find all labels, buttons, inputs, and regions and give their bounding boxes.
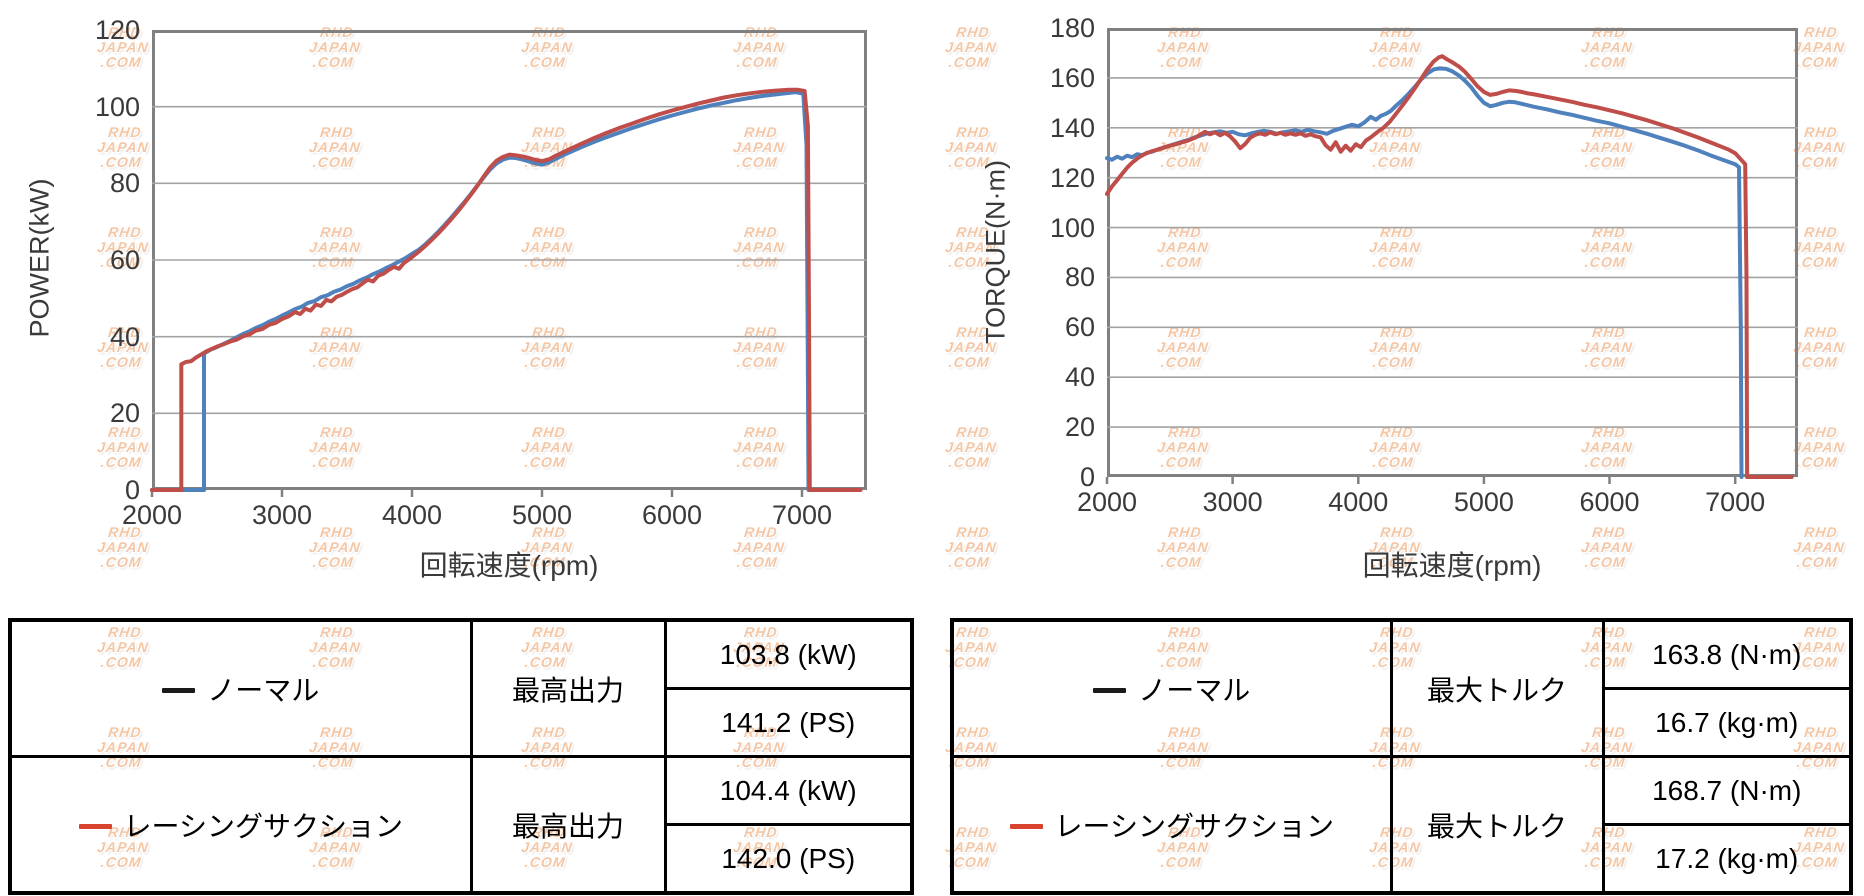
x-tick-label: 4000 bbox=[381, 500, 443, 530]
x-tick-label: 4000 bbox=[1328, 487, 1389, 517]
watermark: RHD JAPAN .COM bbox=[1792, 524, 1846, 570]
watermark: RHD JAPAN .COM bbox=[1156, 524, 1210, 570]
x-tick-label: 7000 bbox=[1705, 487, 1766, 517]
value-cell: 163.8 (N·m) bbox=[1601, 618, 1853, 690]
legend-label-normal: ノーマル bbox=[1138, 674, 1251, 706]
value-cell: 104.4 (kW) bbox=[663, 755, 914, 826]
x-tick-label: 2000 bbox=[121, 500, 183, 530]
x-tick-label: 6000 bbox=[1579, 487, 1640, 517]
table-row: 16.7 (kg·m) bbox=[952, 687, 1853, 758]
y-tick-label: 100 bbox=[94, 91, 140, 122]
racing-line-swatch bbox=[1009, 823, 1043, 829]
x-tick-label: 2000 bbox=[1076, 487, 1138, 517]
y-tick-label: 60 bbox=[109, 245, 140, 275]
value-cell: 16.7 (kg·m) bbox=[1601, 687, 1853, 758]
y-tick-label: 120 bbox=[94, 15, 140, 45]
table-row: ノーマル 最高出力 103.8 (kW) bbox=[8, 618, 914, 758]
torque-plot-area bbox=[1105, 28, 1798, 484]
y-tick-label: 180 bbox=[1049, 13, 1095, 43]
watermark: RHD JAPAN .COM bbox=[1580, 524, 1634, 570]
power-spec-table: ノーマル 最高出力 103.8 (kW) 141.2 (PS) レーシングサクシ… bbox=[8, 618, 914, 895]
torque-spec-table: ノーマル 最大トルク 163.8 (N·m) 16.7 (kg·m) レーシング… bbox=[950, 618, 1853, 895]
power-plot-area bbox=[150, 30, 867, 497]
watermark: RHD JAPAN .COM bbox=[308, 524, 362, 570]
y-tick-label: 120 bbox=[1049, 162, 1095, 193]
x-tick-label: 7000 bbox=[771, 500, 833, 530]
normal-line-swatch bbox=[1093, 687, 1127, 693]
legend-label-normal: ノーマル bbox=[207, 674, 320, 706]
x-tick-label: 3000 bbox=[1202, 487, 1263, 517]
table-row: 141.2 (PS) bbox=[10, 687, 914, 758]
y-tick-label: 100 bbox=[1049, 212, 1095, 243]
table-row: 142.0 (PS) bbox=[10, 823, 914, 895]
value-cell: 142.0 (PS) bbox=[663, 823, 914, 895]
legend-cell-normal: ノーマル bbox=[8, 618, 473, 758]
table-row: 17.2 (kg·m) bbox=[952, 823, 1853, 895]
metric-cell: 最高出力 bbox=[469, 755, 667, 895]
y-tick-label: 60 bbox=[1064, 312, 1095, 343]
watermark: RHD JAPAN .COM bbox=[732, 524, 786, 570]
legend-cell-racing: レーシングサクション bbox=[8, 755, 473, 895]
y-tick-label: 80 bbox=[1064, 262, 1095, 293]
x-tick-label: 5000 bbox=[511, 500, 573, 530]
y-tick-label: 80 bbox=[109, 168, 140, 199]
x-tick-label: 5000 bbox=[1453, 487, 1514, 517]
normal-line-swatch bbox=[162, 687, 196, 693]
legend-label-racing: レーシングサクション bbox=[123, 810, 403, 842]
y-tick-label: 160 bbox=[1049, 62, 1095, 93]
x-tick-label: 3000 bbox=[251, 500, 313, 530]
y-tick-label: 0 bbox=[1079, 462, 1095, 492]
metric-cell: 最高出力 bbox=[469, 618, 667, 758]
table-row: レーシングサクション 最大トルク 168.7 (N·m) bbox=[950, 755, 1853, 895]
legend-cell-racing: レーシングサクション bbox=[950, 755, 1393, 895]
value-cell: 168.7 (N·m) bbox=[1601, 755, 1853, 826]
y-tick-label: 20 bbox=[1064, 412, 1095, 443]
x-tick-label: 6000 bbox=[641, 500, 703, 530]
y-tick-label: 20 bbox=[109, 398, 140, 429]
y-tick-label: 140 bbox=[1049, 112, 1095, 143]
y-tick-label: 40 bbox=[109, 321, 140, 352]
value-cell: 103.8 (kW) bbox=[663, 618, 914, 690]
torque-x-axis-title: 回転速度(rpm) bbox=[1362, 550, 1542, 581]
watermark: RHD JAPAN .COM bbox=[944, 524, 998, 570]
legend-label-racing: レーシングサクション bbox=[1054, 810, 1334, 842]
value-cell: 17.2 (kg·m) bbox=[1601, 823, 1853, 895]
metric-cell: 最大トルク bbox=[1389, 755, 1605, 895]
y-tick-label: 40 bbox=[1064, 362, 1095, 393]
watermark: RHD JAPAN .COM bbox=[96, 524, 150, 570]
table-row: レーシングサクション 最高出力 104.4 (kW) bbox=[8, 755, 914, 895]
table-row: ノーマル 最大トルク 163.8 (N·m) bbox=[950, 618, 1853, 758]
value-cell: 141.2 (PS) bbox=[663, 687, 914, 758]
y-tick-label: 0 bbox=[124, 475, 140, 505]
racing-line-swatch bbox=[78, 823, 112, 829]
power-x-axis-title: 回転速度(rpm) bbox=[419, 550, 599, 581]
legend-cell-normal: ノーマル bbox=[950, 618, 1393, 758]
metric-cell: 最大トルク bbox=[1389, 618, 1605, 758]
